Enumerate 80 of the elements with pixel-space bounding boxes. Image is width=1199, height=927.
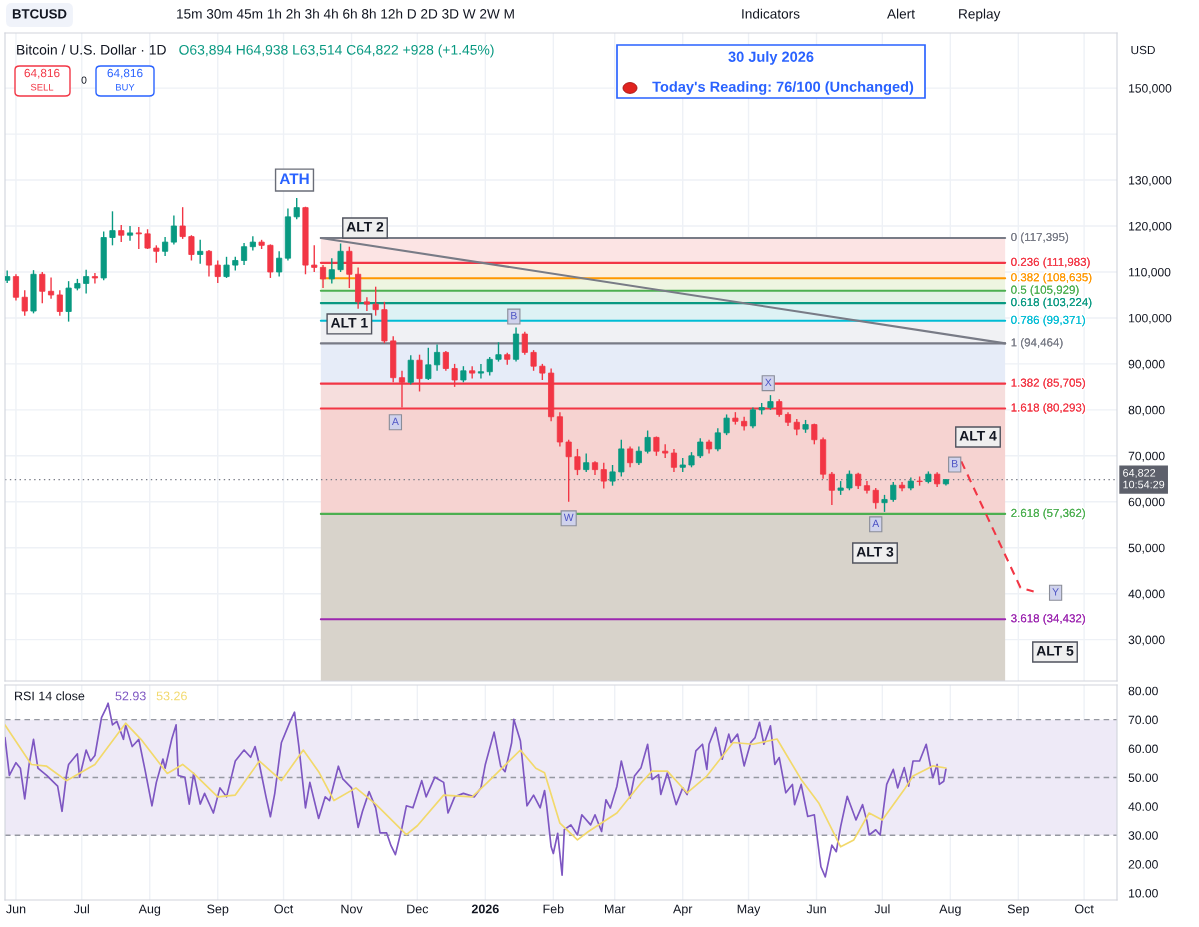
annotation: A: [872, 519, 880, 527]
annotation: B: [952, 460, 958, 468]
x-tick-label: Jun: [806, 904, 826, 914]
series-label: 1.382 (85,705): [1011, 378, 1085, 389]
annotation: ALT 3: [856, 546, 894, 557]
text: Indicators: [742, 8, 800, 19]
x-tick-label: Jun: [6, 904, 26, 914]
annotation: 64,816: [107, 68, 143, 79]
annotation: 30 July 2026: [728, 51, 814, 65]
y-tick-label: 120,000: [1129, 221, 1172, 232]
annotation: B: [511, 312, 517, 320]
y-tick-label: 60.00: [1128, 744, 1158, 754]
x-tick-label: Aug: [939, 904, 961, 916]
y-tick-label: 70.00: [1128, 715, 1158, 725]
x-tick-label: Apr: [673, 904, 693, 916]
series-label: 0.786 (99,371): [1011, 315, 1085, 327]
y-tick-label: 90,000: [1128, 359, 1165, 370]
text: Alert: [887, 8, 915, 19]
annotation: Today's Reading: 76/100 (Unchanged): [652, 81, 914, 95]
series-label: 2.618 (57,362): [1011, 508, 1085, 520]
y-tick-label: 30.00: [1128, 831, 1158, 840]
y-tick-label: 40,000: [1128, 589, 1165, 600]
y-tick-label: 70,000: [1128, 451, 1165, 462]
y-tick-label: 80.00: [1128, 686, 1158, 696]
x-tick-label: Jul: [874, 904, 890, 914]
series-label: 0.382 (108,635): [1011, 272, 1092, 284]
annotation: Y: [1052, 588, 1059, 596]
text: USD: [1131, 45, 1155, 55]
annotation: W: [563, 513, 574, 521]
x-tick-label: Sep: [207, 904, 229, 916]
y-tick-label: 130,000: [1129, 176, 1172, 186]
text: 53.26: [156, 691, 187, 701]
series-label: 0.5 (105,929): [1011, 285, 1079, 297]
y-tick-label: 100,000: [1129, 313, 1172, 324]
y-tick-label: 50.00: [1128, 773, 1158, 782]
annotation: 64,816: [24, 68, 60, 79]
annotation: ALT 4: [959, 431, 997, 441]
text: Bitcoin / U.S. Dollar · 1D: [17, 44, 166, 55]
x-tick-label: Oct: [1074, 904, 1094, 914]
y-tick-label: 30,000: [1128, 635, 1165, 646]
text: BTCUSD: [12, 9, 67, 19]
y-tick-label: 10.00: [1129, 889, 1158, 898]
x-tick-label: Feb: [543, 904, 564, 914]
y-tick-label: 40.00: [1128, 802, 1158, 811]
annotation: ALT 2: [346, 221, 384, 232]
chart-title: RSI 14 close: [15, 691, 85, 701]
series-label: 1.618 (80,293): [1011, 403, 1085, 414]
x-tick-label: Aug: [138, 904, 161, 916]
series-label: 1 (94,464): [1011, 338, 1063, 349]
annotation: BUY: [116, 83, 135, 91]
annotation: ATH: [279, 173, 309, 185]
annotation: 0: [81, 76, 87, 84]
text: O63,894 H64,938 L63,514 C64,822 +928 (+1.45%): [179, 44, 494, 58]
y-tick-label: 80,000: [1128, 405, 1165, 416]
annotation: A: [391, 417, 399, 425]
x-tick-label: Sep: [1007, 904, 1029, 916]
ref-line-label: 64,822 10:54:29: [1123, 469, 1165, 489]
x-tick-label: Jul: [73, 904, 89, 914]
annotation: ALT 5: [1036, 646, 1074, 656]
annotation: X: [765, 378, 772, 386]
annotation: SELL: [30, 83, 54, 91]
y-tick-label: 150,000: [1129, 84, 1172, 95]
x-tick-label: 2026: [471, 904, 499, 914]
annotation: ALT 1: [330, 317, 368, 328]
y-tick-label: 110,000: [1129, 267, 1171, 278]
series-label: 52.93: [115, 691, 146, 701]
x-tick-label: Dec: [407, 904, 429, 914]
x-tick-label: May: [737, 904, 761, 916]
series-label: 0.618 (103,224): [1011, 297, 1092, 309]
series-label: 3.618 (34,432): [1011, 613, 1085, 625]
series-label: 0 (117,395): [1011, 232, 1069, 244]
series-label: 0.236 (111,983): [1011, 257, 1090, 269]
x-tick-label: Mar: [605, 904, 626, 914]
text: Replay: [959, 8, 1001, 22]
text: 15m 30m 45m 1h 2h 3h 4h 6h 8h 12h D 2D 3D W 2W M: [177, 8, 514, 19]
y-tick-label: 60,000: [1128, 497, 1165, 508]
y-tick-label: 20.00: [1128, 860, 1158, 869]
y-tick-label: 50,000: [1128, 543, 1165, 554]
x-tick-label: Oct: [274, 904, 294, 914]
x-tick-label: Nov: [341, 904, 363, 914]
